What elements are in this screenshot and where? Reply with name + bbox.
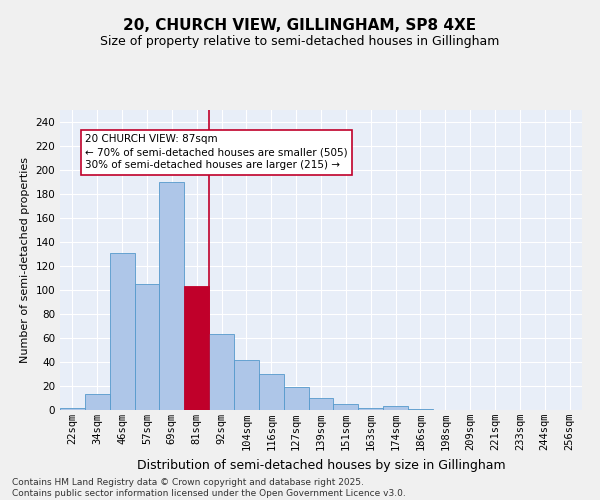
Text: 20 CHURCH VIEW: 87sqm
← 70% of semi-detached houses are smaller (505)
30% of sem: 20 CHURCH VIEW: 87sqm ← 70% of semi-deta… xyxy=(85,134,347,170)
Text: 20, CHURCH VIEW, GILLINGHAM, SP8 4XE: 20, CHURCH VIEW, GILLINGHAM, SP8 4XE xyxy=(124,18,476,32)
Bar xyxy=(308,398,334,410)
Bar xyxy=(358,408,383,410)
Bar xyxy=(184,286,209,410)
Bar xyxy=(209,334,234,410)
Bar xyxy=(284,387,308,410)
Bar xyxy=(259,374,284,410)
Bar xyxy=(160,182,184,410)
Bar xyxy=(408,409,433,410)
Bar xyxy=(383,406,408,410)
Y-axis label: Number of semi-detached properties: Number of semi-detached properties xyxy=(20,157,30,363)
Bar xyxy=(110,253,134,410)
Bar xyxy=(85,394,110,410)
Bar xyxy=(134,284,160,410)
X-axis label: Distribution of semi-detached houses by size in Gillingham: Distribution of semi-detached houses by … xyxy=(137,458,505,471)
Text: Size of property relative to semi-detached houses in Gillingham: Size of property relative to semi-detach… xyxy=(100,35,500,48)
Bar xyxy=(334,404,358,410)
Bar xyxy=(234,360,259,410)
Text: Contains HM Land Registry data © Crown copyright and database right 2025.
Contai: Contains HM Land Registry data © Crown c… xyxy=(12,478,406,498)
Bar xyxy=(60,408,85,410)
